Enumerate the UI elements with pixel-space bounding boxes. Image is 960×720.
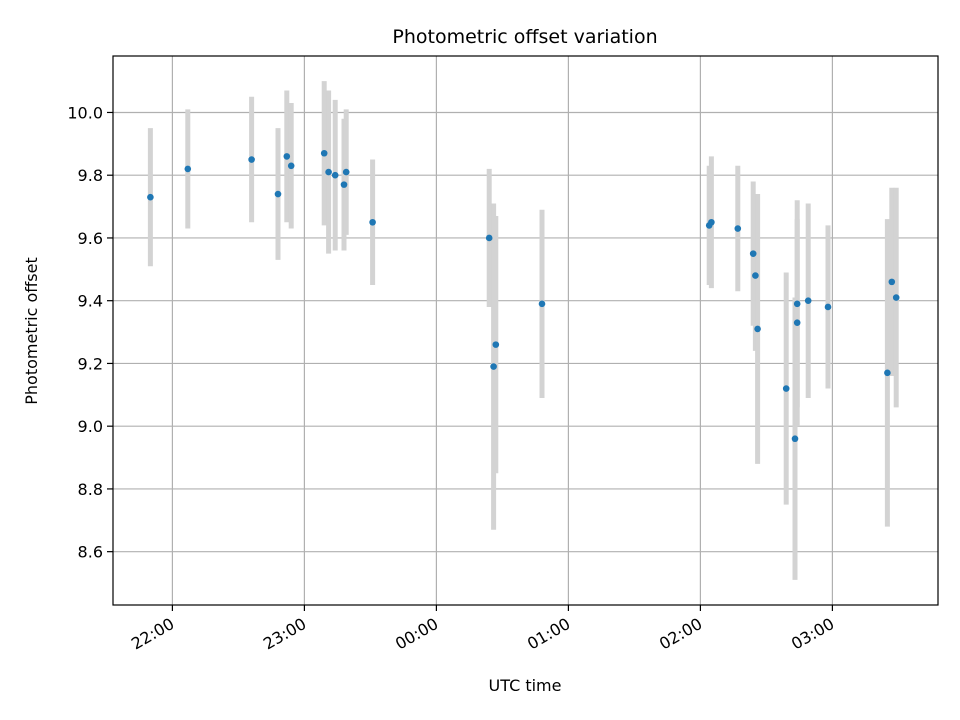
data-point [283, 153, 291, 160]
data-point [804, 297, 812, 304]
data-point [884, 369, 891, 377]
data-point [734, 225, 742, 232]
data-point [184, 165, 192, 173]
data-point [824, 303, 832, 311]
data-point [248, 156, 255, 163]
chart-title: Photometric offset variation [392, 26, 657, 48]
data-point [340, 181, 348, 188]
data-point [782, 385, 790, 392]
y-tick-label: 9.4 [78, 292, 103, 311]
data-point [793, 300, 801, 308]
data-point [538, 300, 546, 308]
data-point [485, 234, 493, 242]
data-point [793, 319, 801, 326]
data-points [147, 149, 900, 443]
y-tick-label: 8.6 [78, 543, 103, 562]
y-tick-label: 10.0 [67, 103, 103, 122]
data-point [749, 250, 757, 257]
data-point [888, 278, 896, 286]
y-tick-label: 9.0 [78, 417, 103, 436]
data-point [342, 168, 350, 176]
data-point [274, 190, 282, 198]
data-point [791, 435, 799, 443]
data-point [492, 341, 500, 348]
y-tick-label: 9.8 [78, 166, 103, 185]
data-point [369, 218, 376, 226]
y-axis-ticks: 8.6 8.8 9.0 9.2 9.4 9.6 9.8 10.0 [67, 103, 113, 562]
y-tick-label: 9.6 [78, 229, 103, 248]
grid [113, 56, 938, 605]
y-tick-label: 9.2 [78, 354, 103, 373]
y-axis-label: Photometric offset [22, 257, 41, 405]
data-point [320, 149, 328, 157]
plot-frame [112, 55, 939, 606]
data-point [490, 363, 497, 370]
data-point [325, 168, 332, 176]
data-point [287, 162, 295, 170]
data-point [708, 218, 715, 226]
data-point [147, 193, 154, 201]
data-point [331, 171, 339, 179]
y-tick-label: 8.8 [78, 480, 103, 499]
data-point [892, 294, 900, 301]
data-point [754, 325, 761, 333]
x-axis-label: UTC time [489, 676, 562, 695]
data-point [752, 272, 759, 279]
